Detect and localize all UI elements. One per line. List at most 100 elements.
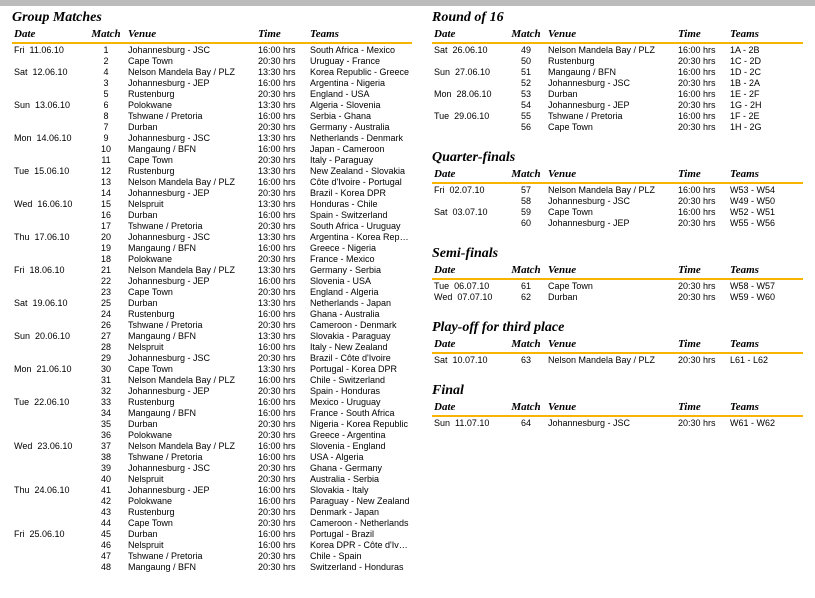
cell-time: 16:00 hrs bbox=[256, 209, 308, 220]
cell-date bbox=[12, 154, 86, 165]
cell-date bbox=[12, 429, 86, 440]
cell-date: Tue 29.06.10 bbox=[432, 110, 506, 121]
cell-time: 16:00 hrs bbox=[676, 66, 728, 77]
cell-match: 54 bbox=[506, 99, 546, 110]
cell-teams: Netherlands - Denmark bbox=[308, 132, 412, 143]
cell-venue: Tshwane / Pretoria bbox=[126, 220, 256, 231]
cell-time: 20:30 hrs bbox=[256, 220, 308, 231]
col-header-match: Match bbox=[86, 27, 126, 43]
cell-venue: Nelspruit bbox=[126, 341, 256, 352]
cell-time: 20:30 hrs bbox=[256, 561, 308, 572]
table-row: 16Durban16:00 hrsSpain - Switzerland bbox=[12, 209, 412, 220]
table-row: 28Nelspruit16:00 hrsItaly - New Zealand bbox=[12, 341, 412, 352]
cell-date bbox=[12, 88, 86, 99]
cell-teams: Cameroon - Netherlands bbox=[308, 517, 412, 528]
cell-venue: Rustenburg bbox=[126, 88, 256, 99]
cell-teams: Germany - Serbia bbox=[308, 264, 412, 275]
cell-time: 13:30 hrs bbox=[256, 165, 308, 176]
col-header-match: Match bbox=[506, 337, 546, 353]
cell-date bbox=[12, 374, 86, 385]
section-sf: Semi-finalsDateMatchVenueTimeTeamsTue 06… bbox=[432, 246, 803, 302]
table-row: 44Cape Town20:30 hrsCameroon - Netherlan… bbox=[12, 517, 412, 528]
table-row: Wed 23.06.1037Nelson Mandela Bay / PLZ16… bbox=[12, 440, 412, 451]
cell-match: 22 bbox=[86, 275, 126, 286]
cell-date bbox=[432, 121, 506, 132]
cell-venue: Tshwane / Pretoria bbox=[126, 451, 256, 462]
cell-time: 16:00 hrs bbox=[256, 396, 308, 407]
table-row: 47Tshwane / Pretoria20:30 hrsChile - Spa… bbox=[12, 550, 412, 561]
table-row: 26Tshwane / Pretoria20:30 hrsCameroon - … bbox=[12, 319, 412, 330]
cell-teams: Mexico - Uruguay bbox=[308, 396, 412, 407]
table-row: 19Mangaung / BFN16:00 hrsGreece - Nigeri… bbox=[12, 242, 412, 253]
cell-teams: Greece - Argentina bbox=[308, 429, 412, 440]
cell-teams: Netherlands - Japan bbox=[308, 297, 412, 308]
cell-teams: W58 - W57 bbox=[728, 279, 803, 291]
top-bar bbox=[0, 0, 815, 6]
cell-teams: Portugal - Brazil bbox=[308, 528, 412, 539]
cell-teams: Slovakia - Italy bbox=[308, 484, 412, 495]
cell-time: 13:30 hrs bbox=[256, 330, 308, 341]
cell-match: 32 bbox=[86, 385, 126, 396]
cell-venue: Durban bbox=[546, 88, 676, 99]
cell-date bbox=[432, 99, 506, 110]
cell-date bbox=[12, 407, 86, 418]
cell-venue: Johannesburg - JEP bbox=[126, 484, 256, 495]
table-row: Tue 06.07.1061Cape Town20:30 hrsW58 - W5… bbox=[432, 279, 803, 291]
cell-date bbox=[12, 242, 86, 253]
cell-date: Thu 24.06.10 bbox=[12, 484, 86, 495]
table-row: 34Mangaung / BFN16:00 hrsFrance - South … bbox=[12, 407, 412, 418]
cell-teams: Brazil - Korea DPR bbox=[308, 187, 412, 198]
table-row: Mon 28.06.1053Durban16:00 hrs1E - 2F bbox=[432, 88, 803, 99]
cell-date bbox=[432, 217, 506, 228]
cell-date: Sat 26.06.10 bbox=[432, 43, 506, 55]
cell-time: 16:00 hrs bbox=[256, 484, 308, 495]
table-row: Fri 02.07.1057Nelson Mandela Bay / PLZ16… bbox=[432, 183, 803, 195]
cell-date: Mon 14.06.10 bbox=[12, 132, 86, 143]
col-header-match: Match bbox=[506, 167, 546, 183]
cell-venue: Rustenburg bbox=[126, 396, 256, 407]
cell-time: 20:30 hrs bbox=[256, 88, 308, 99]
cell-match: 19 bbox=[86, 242, 126, 253]
cell-time: 16:00 hrs bbox=[676, 110, 728, 121]
cell-match: 26 bbox=[86, 319, 126, 330]
col-header-venue: Venue bbox=[546, 337, 676, 353]
col-header-time: Time bbox=[676, 400, 728, 416]
cell-venue: Johannesburg - JSC bbox=[546, 416, 676, 428]
cell-time: 16:00 hrs bbox=[256, 539, 308, 550]
table-row: 24Rustenburg16:00 hrsGhana - Australia bbox=[12, 308, 412, 319]
cell-match: 6 bbox=[86, 99, 126, 110]
cell-match: 47 bbox=[86, 550, 126, 561]
cell-time: 16:00 hrs bbox=[256, 308, 308, 319]
cell-time: 13:30 hrs bbox=[256, 297, 308, 308]
cell-time: 13:30 hrs bbox=[256, 66, 308, 77]
cell-match: 43 bbox=[86, 506, 126, 517]
cell-venue: Tshwane / Pretoria bbox=[126, 319, 256, 330]
cell-match: 60 bbox=[506, 217, 546, 228]
cell-date bbox=[432, 55, 506, 66]
cell-match: 44 bbox=[86, 517, 126, 528]
cell-teams: Greece - Nigeria bbox=[308, 242, 412, 253]
col-header-date: Date bbox=[432, 27, 506, 43]
cell-time: 20:30 hrs bbox=[256, 550, 308, 561]
cell-match: 64 bbox=[506, 416, 546, 428]
cell-match: 23 bbox=[86, 286, 126, 297]
cell-match: 21 bbox=[86, 264, 126, 275]
table-qf: DateMatchVenueTimeTeamsFri 02.07.1057Nel… bbox=[432, 167, 803, 228]
cell-match: 17 bbox=[86, 220, 126, 231]
cell-venue: Johannesburg - JEP bbox=[126, 77, 256, 88]
col-header-match: Match bbox=[506, 400, 546, 416]
cell-match: 27 bbox=[86, 330, 126, 341]
cell-match: 9 bbox=[86, 132, 126, 143]
cell-time: 20:30 hrs bbox=[676, 77, 728, 88]
table-row: Sat 26.06.1049Nelson Mandela Bay / PLZ16… bbox=[432, 43, 803, 55]
cell-venue: Tshwane / Pretoria bbox=[546, 110, 676, 121]
cell-match: 38 bbox=[86, 451, 126, 462]
table-sf: DateMatchVenueTimeTeamsTue 06.07.1061Cap… bbox=[432, 263, 803, 302]
table-row: 38Tshwane / Pretoria16:00 hrsUSA - Alger… bbox=[12, 451, 412, 462]
cell-date bbox=[12, 561, 86, 572]
col-header-date: Date bbox=[432, 400, 506, 416]
cell-time: 16:00 hrs bbox=[256, 495, 308, 506]
cell-match: 62 bbox=[506, 291, 546, 302]
cell-time: 16:00 hrs bbox=[256, 374, 308, 385]
table-row: Wed 07.07.1062Durban20:30 hrsW59 - W60 bbox=[432, 291, 803, 302]
